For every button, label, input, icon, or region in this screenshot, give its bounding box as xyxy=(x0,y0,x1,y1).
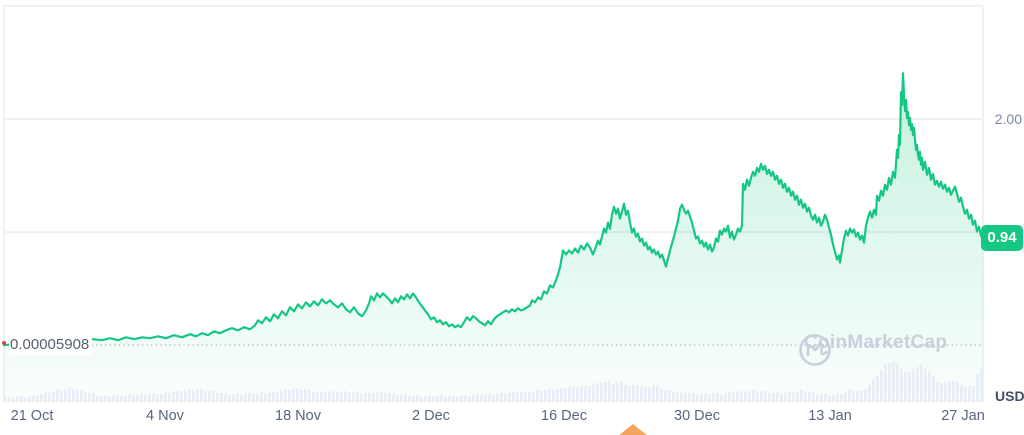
y-axis-tick-200: 2.00 xyxy=(994,111,1022,127)
start-price-label: 0.00005908 xyxy=(9,336,93,355)
x-axis-tick: 27 Jan xyxy=(941,408,985,424)
watermark: CoinMarketCap xyxy=(797,332,948,366)
volume-bars xyxy=(4,361,983,402)
price-line xyxy=(2,72,985,347)
x-axis-tick: 16 Dec xyxy=(541,408,587,424)
current-price-badge: 0.94 xyxy=(981,225,1023,251)
watermark-text: CoinMarketCap xyxy=(804,332,948,353)
x-axis-tick: 21 Oct xyxy=(10,408,54,424)
price-area-fill xyxy=(4,73,983,402)
x-axis-tick: 18 Nov xyxy=(275,408,321,424)
event-marker-triangle[interactable] xyxy=(618,424,648,435)
x-axis-tick: 13 Jan xyxy=(808,408,852,424)
x-axis: 21 Oct 4 Nov 18 Nov 2 Dec 16 Dec 30 Dec 13 Jan… xyxy=(0,407,1024,427)
x-axis-tick: 2 Dec xyxy=(412,408,450,424)
x-axis-tick: 4 Nov xyxy=(146,408,184,424)
x-axis-tick: 30 Dec xyxy=(674,408,720,424)
currency-unit-label: USD xyxy=(995,388,1024,404)
start-price-dot xyxy=(2,341,6,345)
